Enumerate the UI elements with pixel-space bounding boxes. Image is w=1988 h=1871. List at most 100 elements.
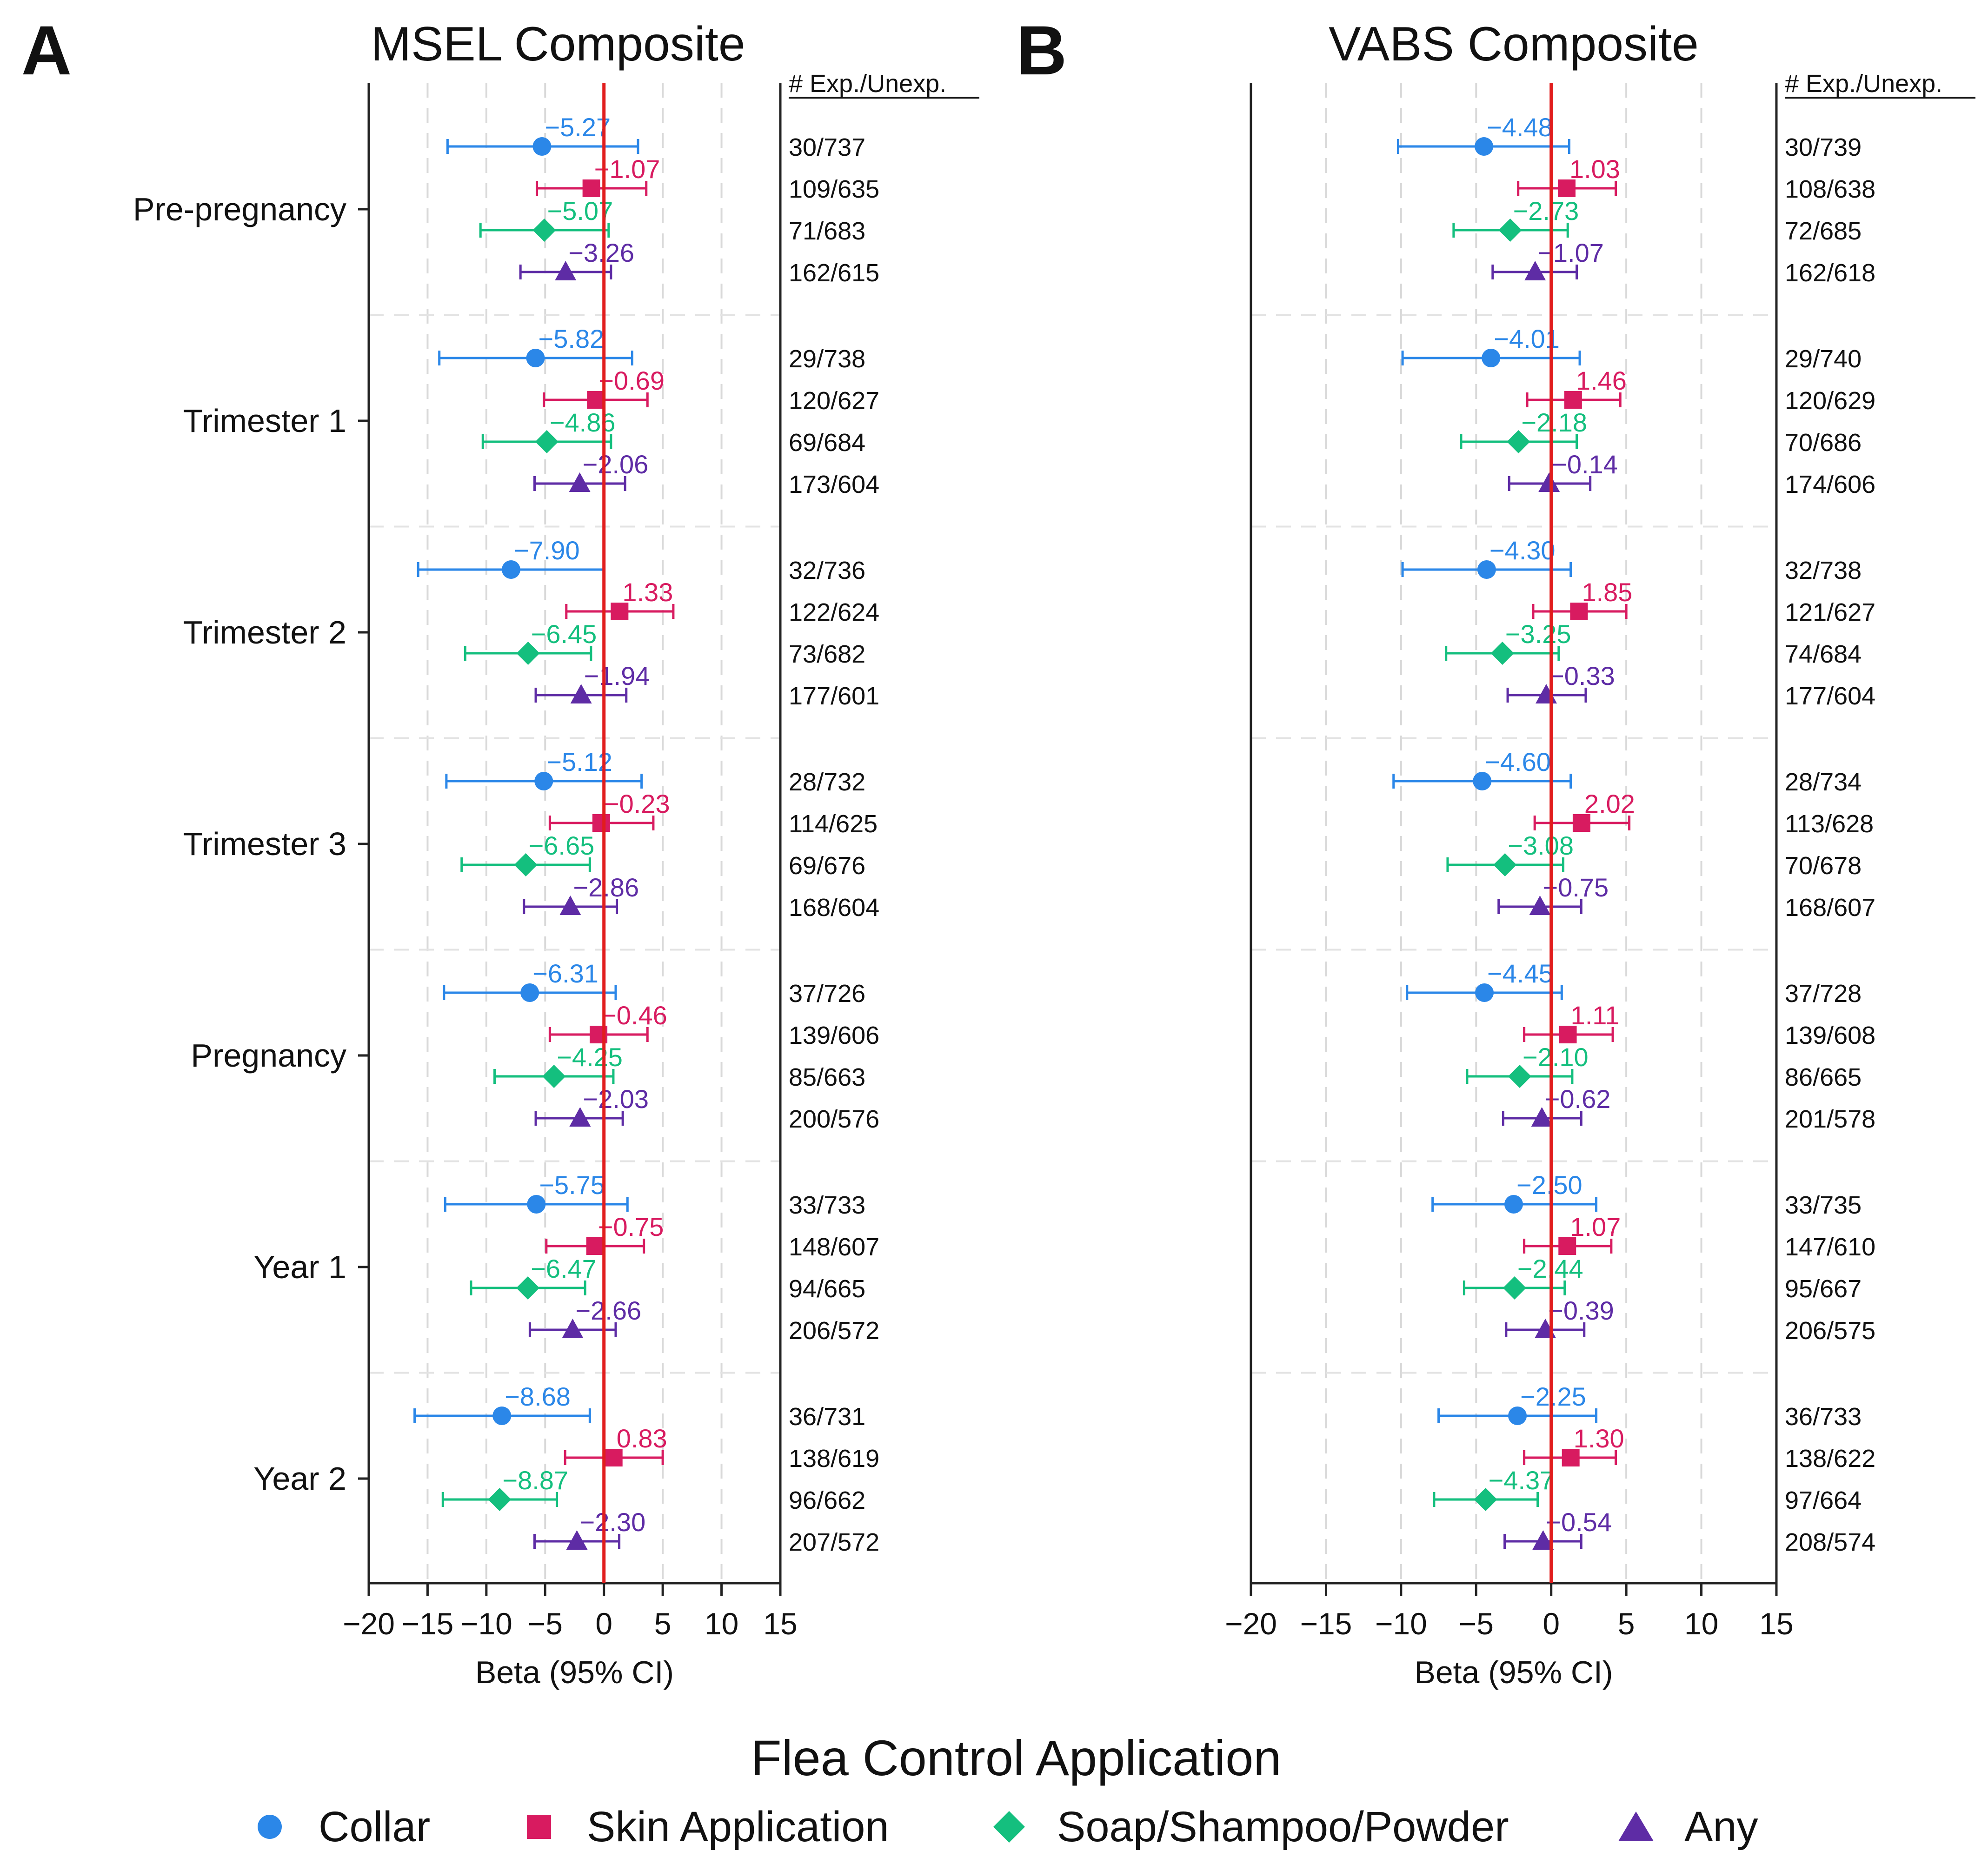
estimate-row-any: −2.66	[528, 1296, 641, 1338]
count-value: 97/664	[1785, 1486, 1862, 1514]
estimate-label: 1.33	[622, 577, 673, 607]
estimate-row-skin: 1.11	[1523, 1001, 1620, 1043]
estimate-row-collar: −5.82	[438, 324, 633, 367]
estimate-row-collar: −5.27	[446, 113, 639, 156]
point-estimate-square	[605, 1449, 623, 1466]
x-tick-label: −15	[1300, 1606, 1352, 1641]
count-value: 32/738	[1785, 557, 1862, 584]
estimate-label: −0.39	[1548, 1296, 1614, 1325]
legend-item-soap: Soap/Shampoo/Powder	[993, 1803, 1509, 1851]
point-estimate-square	[592, 814, 610, 832]
panel-letter: A	[21, 11, 72, 89]
point-estimate-circle	[1504, 1195, 1523, 1214]
estimate-row-collar: −4.48	[1396, 113, 1570, 156]
count-value: 121/627	[1785, 598, 1875, 626]
count-value: 28/734	[1785, 768, 1862, 796]
estimate-row-any: −2.30	[533, 1507, 645, 1550]
count-value: 139/606	[789, 1022, 879, 1049]
estimate-label: 0.83	[617, 1424, 667, 1453]
point-estimate-circle	[492, 1407, 512, 1425]
legend-collar-marker	[258, 1815, 282, 1839]
count-value: 113/628	[1785, 810, 1874, 838]
estimate-row-any: −0.33	[1506, 661, 1615, 703]
count-value: 200/576	[789, 1105, 879, 1133]
estimate-row-skin: 1.30	[1523, 1424, 1624, 1466]
estimate-label: −0.33	[1549, 661, 1615, 690]
point-estimate-circle	[1473, 772, 1492, 790]
estimate-row-soap: −8.87	[441, 1466, 568, 1511]
x-tick-label: 5	[1618, 1606, 1635, 1641]
legend-any-marker	[1618, 1811, 1654, 1841]
point-estimate-diamond	[532, 219, 556, 242]
x-tick-label: −20	[343, 1606, 395, 1641]
estimate-label: −0.54	[1546, 1507, 1612, 1537]
estimate-label: −1.07	[1538, 238, 1604, 267]
count-value: 162/618	[1785, 259, 1875, 287]
count-value: 162/615	[789, 259, 879, 287]
estimate-label: 1.11	[1571, 1001, 1620, 1030]
point-estimate-circle	[1482, 349, 1501, 367]
point-estimate-triangle	[570, 684, 592, 703]
group-label: Trimester 3	[183, 826, 346, 862]
estimate-row-collar: −4.30	[1401, 536, 1572, 579]
group-label: Year 2	[253, 1460, 346, 1497]
estimate-row-skin: −0.23	[548, 789, 670, 832]
estimate-row-soap: −5.07	[479, 196, 613, 242]
legend-item-collar: Collar	[258, 1803, 430, 1851]
point-estimate-circle	[534, 772, 553, 790]
estimate-row-collar: −4.60	[1392, 747, 1572, 790]
estimate-row-collar: −2.25	[1437, 1382, 1598, 1425]
count-value: 138/619	[789, 1445, 879, 1473]
count-value: 74/684	[1785, 640, 1862, 668]
point-estimate-square	[1558, 1237, 1576, 1255]
group-label: Trimester 2	[183, 614, 346, 650]
count-value: 37/726	[789, 980, 865, 1008]
count-value: 207/572	[789, 1528, 879, 1556]
estimate-row-collar: −5.75	[444, 1170, 629, 1214]
x-axis-label: Beta (95% CI)	[475, 1655, 674, 1690]
count-value: 174/606	[1785, 471, 1875, 498]
estimate-label: −2.66	[575, 1296, 641, 1325]
count-value: 85/663	[789, 1063, 865, 1091]
count-value: 30/737	[789, 133, 865, 161]
x-tick-label: −15	[401, 1606, 453, 1641]
legend-soap-marker	[993, 1811, 1025, 1843]
estimate-label: −4.86	[550, 408, 616, 437]
point-estimate-diamond	[1508, 1065, 1531, 1088]
estimate-row-skin: −0.69	[543, 366, 665, 409]
estimate-row-collar: −7.90	[417, 536, 605, 579]
estimate-row-skin: −0.75	[545, 1212, 664, 1255]
legend-collar-label: Collar	[319, 1803, 430, 1851]
group-label: Trimester 1	[183, 403, 346, 439]
estimate-label: −2.10	[1523, 1042, 1589, 1072]
estimate-row-soap: −4.37	[1433, 1466, 1555, 1511]
estimate-label: −6.31	[532, 959, 598, 988]
estimate-row-skin: 1.33	[565, 577, 675, 620]
x-tick-label: −20	[1225, 1606, 1277, 1641]
estimate-row-skin: 1.03	[1517, 154, 1620, 197]
estimate-label: −2.25	[1520, 1382, 1586, 1411]
count-value: 37/728	[1785, 980, 1862, 1008]
point-estimate-square	[587, 391, 605, 409]
count-value: 168/607	[1785, 894, 1875, 922]
estimate-label: −4.37	[1489, 1466, 1555, 1495]
x-axis-label: Beta (95% CI)	[1414, 1655, 1613, 1690]
count-value: 201/578	[1785, 1105, 1875, 1133]
estimate-row-collar: −2.50	[1431, 1170, 1598, 1214]
estimate-row-soap: −2.44	[1463, 1254, 1583, 1300]
point-estimate-diamond	[535, 430, 559, 453]
count-value: 72/685	[1785, 217, 1862, 245]
estimate-row-collar: −4.45	[1406, 959, 1563, 1002]
point-estimate-circle	[527, 1195, 546, 1214]
count-value: 173/604	[789, 471, 879, 498]
point-estimate-diamond	[1507, 430, 1530, 453]
estimate-label: −3.25	[1505, 619, 1571, 649]
legend-item-any: Any	[1618, 1803, 1758, 1851]
estimate-row-collar: −8.68	[413, 1382, 591, 1425]
count-value: 28/732	[789, 768, 865, 796]
count-value: 69/684	[789, 429, 865, 457]
x-tick-label: 10	[1684, 1606, 1718, 1641]
count-value: 177/604	[1785, 682, 1875, 710]
x-tick-label: −10	[1375, 1606, 1427, 1641]
